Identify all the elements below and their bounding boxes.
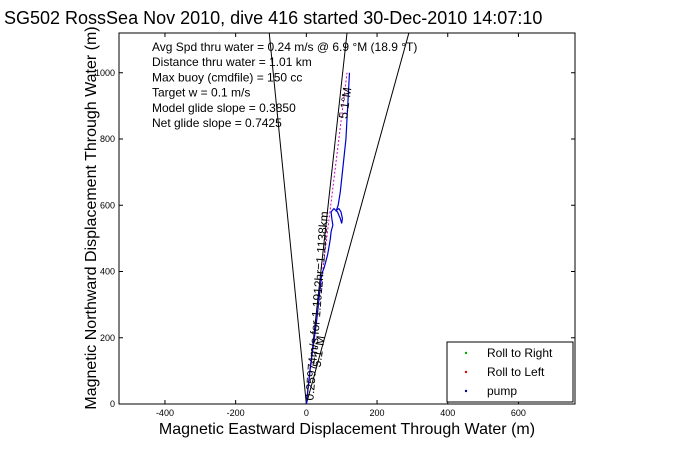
rotated-annotation: 5.1°M — [336, 86, 354, 119]
legend-label: Roll to Right — [487, 346, 553, 360]
y-tick-label: 400 — [100, 267, 115, 277]
guide-line — [305, 32, 410, 405]
y-tick-label: 200 — [100, 333, 115, 343]
series-line — [305, 72, 351, 405]
annotation-block: Avg Spd thru water = 0.24 m/s @ 6.9 °M (… — [152, 40, 417, 130]
annotation-line: Max buoy (cmdfile) = 150 cc — [152, 70, 302, 84]
legend-label: Roll to Left — [487, 365, 545, 379]
x-tick-label: 0 — [304, 408, 309, 418]
series-group — [305, 72, 351, 405]
axis-ticks: -400 -200 0 200 400 600 0 200 400 600 800 1000 — [95, 33, 575, 418]
y-tick-label: 0 — [110, 399, 115, 409]
y-tick-label: 600 — [100, 200, 115, 210]
annotation-line: Target w = 0.1 m/s — [152, 86, 250, 100]
x-tick-label: 200 — [370, 408, 385, 418]
legend-marker — [464, 389, 468, 393]
x-tick-label: -200 — [227, 408, 245, 418]
heading-guide-lines — [268, 32, 410, 405]
y-tick-label: 800 — [100, 134, 115, 144]
legend-label: pump — [487, 384, 517, 398]
legend-marker — [464, 351, 468, 355]
x-axis-label: Magnetic Eastward Displacement Through W… — [159, 421, 535, 438]
legend-marker — [464, 370, 468, 374]
x-tick-label: 400 — [440, 408, 455, 418]
annotation-line: Model glide slope = 0.3850 — [152, 101, 296, 115]
annotation-line: Avg Spd thru water = 0.24 m/s @ 6.9 °M (… — [152, 40, 417, 54]
y-tick-label: 1000 — [95, 68, 115, 78]
annotation-line: Distance thru water = 1.01 km — [152, 55, 312, 69]
rotated-annotation: 5.1°M — [310, 335, 328, 368]
annotation-line: Net glide slope = 0.7425 — [152, 116, 282, 130]
rotated-annotation: 0.25974m/s for 1.1912hr=1.1138km — [302, 211, 331, 401]
chart-title: SG502 RossSea Nov 2010, dive 416 started… — [4, 8, 542, 28]
y-axis-label: Magnetic Northward Displacement Through … — [83, 26, 100, 409]
legend: Roll to Right Roll to Left pump — [446, 341, 574, 403]
x-tick-label: 600 — [511, 408, 526, 418]
x-tick-label: -400 — [156, 408, 174, 418]
legend-box — [446, 341, 574, 403]
guide-line — [268, 32, 307, 405]
